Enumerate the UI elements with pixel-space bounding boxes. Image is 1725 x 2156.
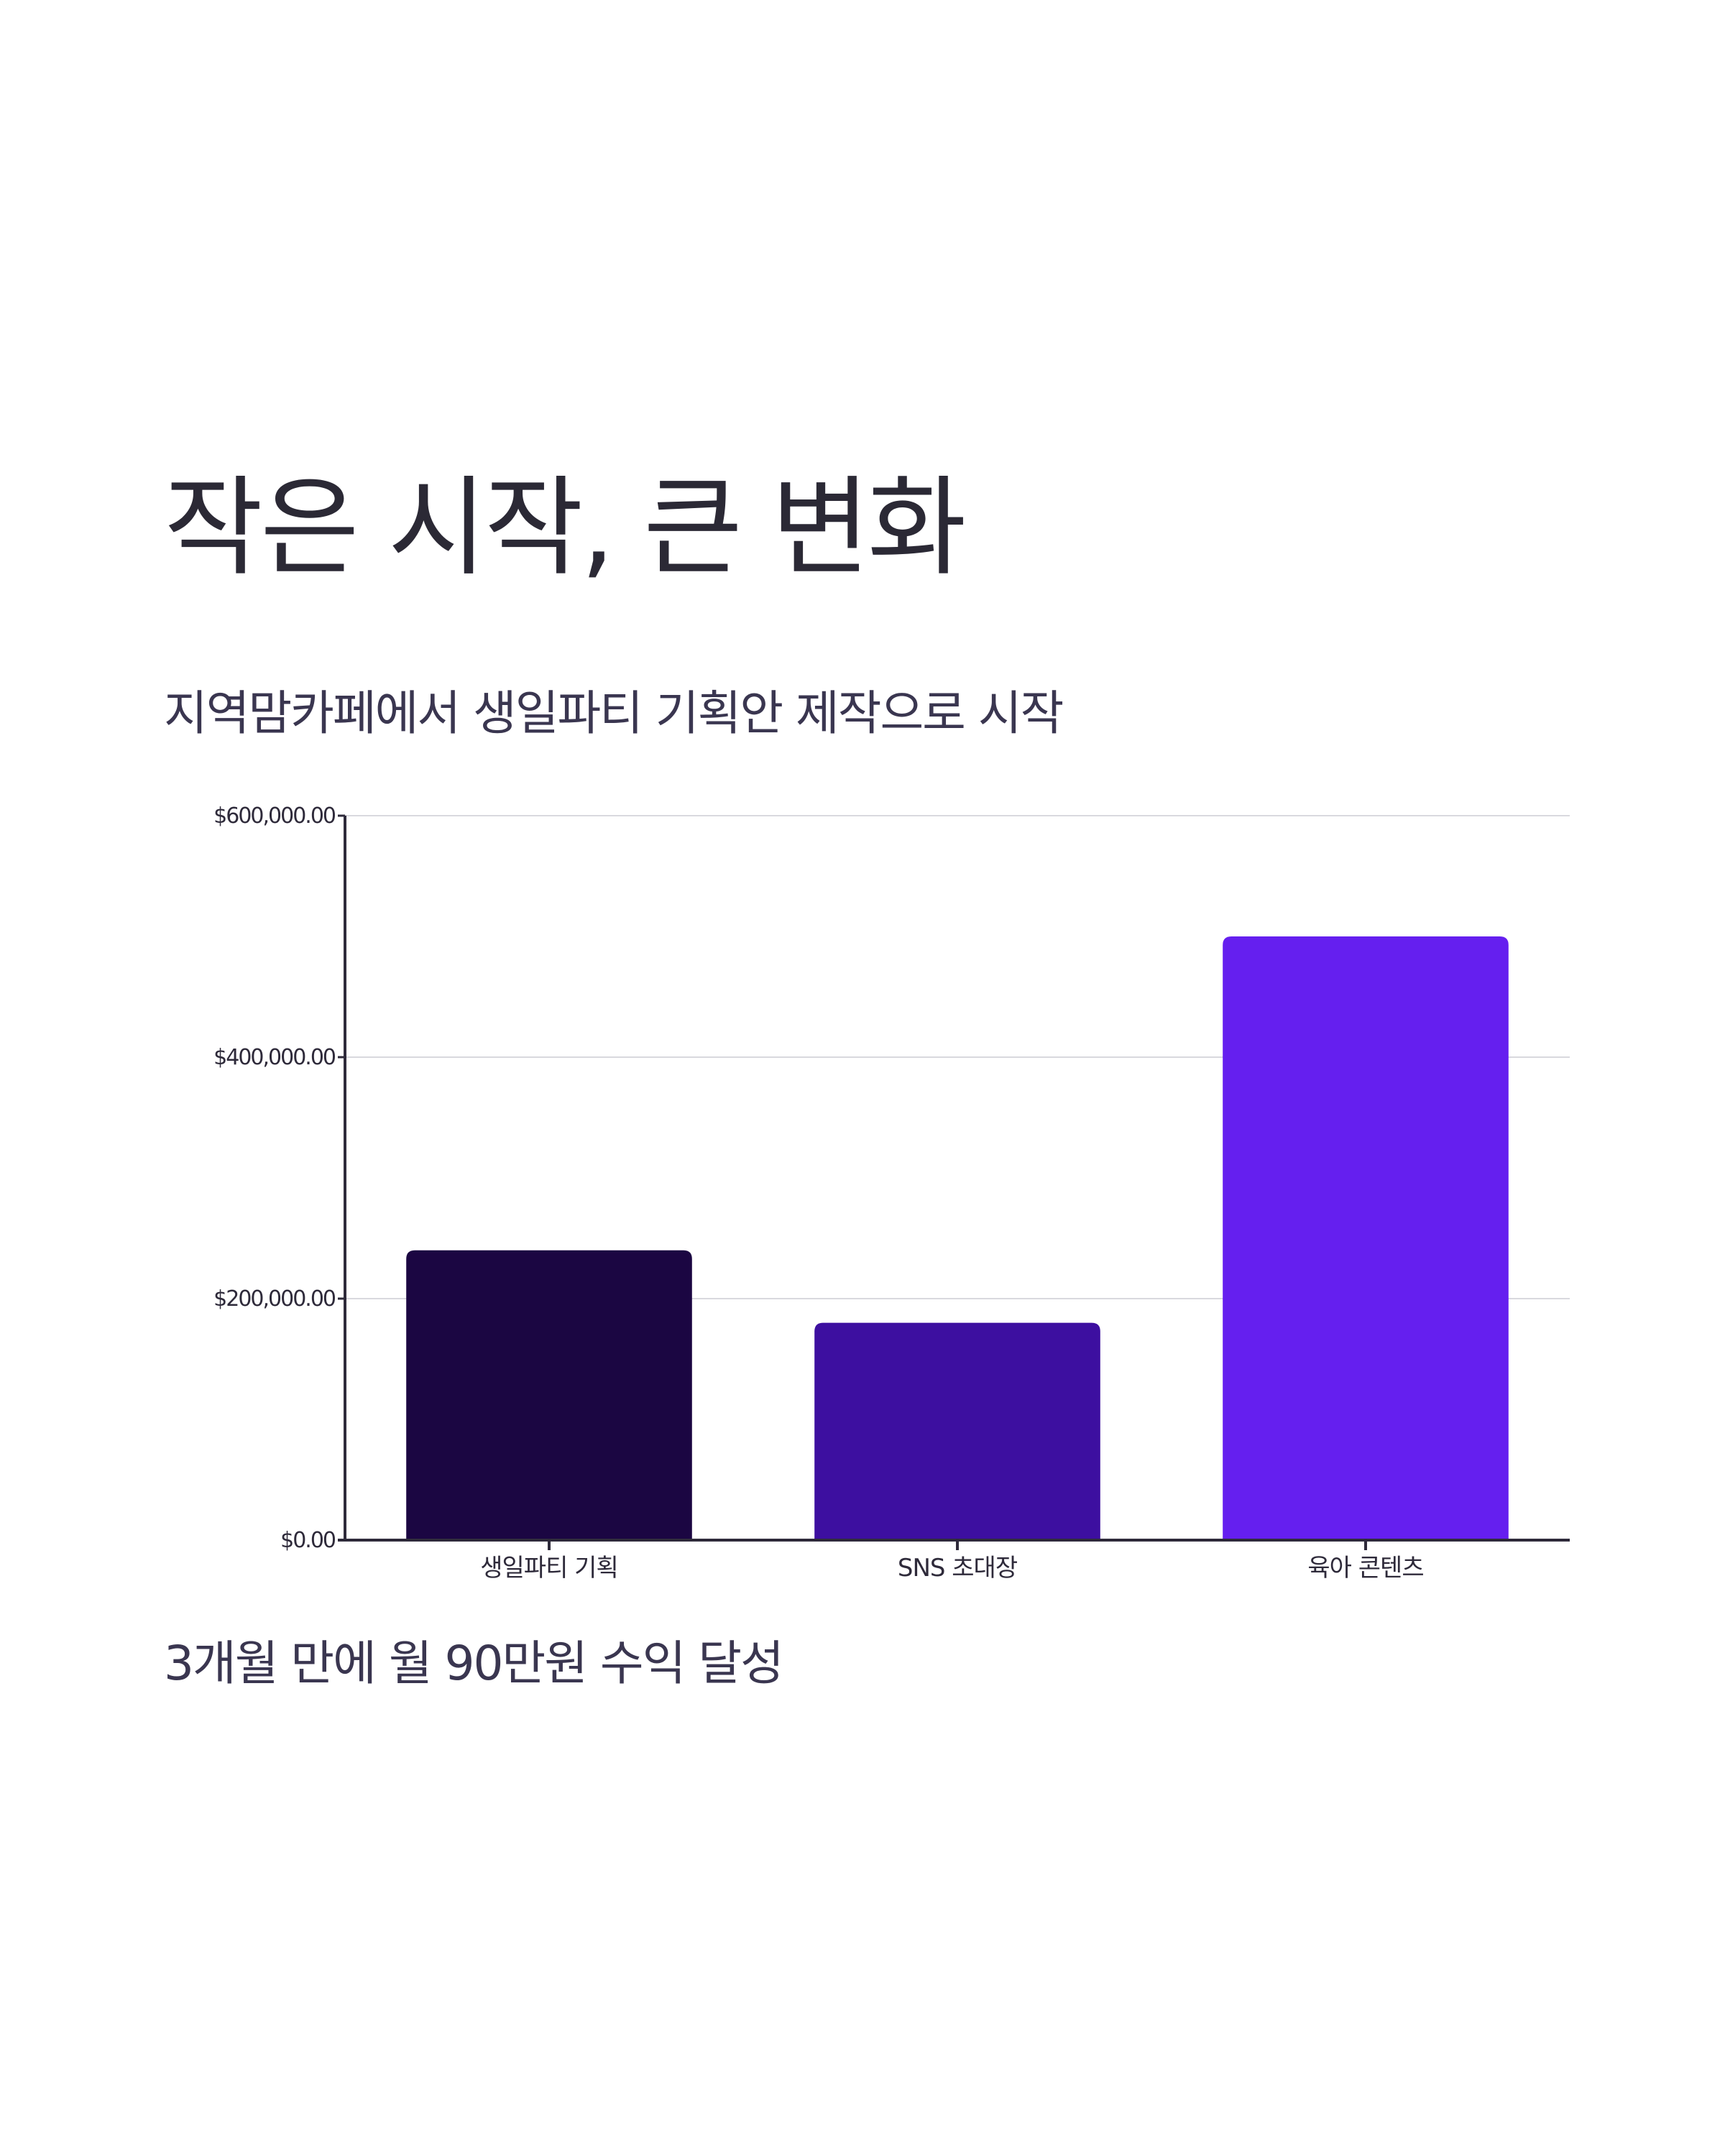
x-tick-label: SNS 초대장: [898, 1554, 1018, 1583]
y-tick-label: $600,000.00: [213, 803, 336, 829]
x-tick-label: 생일파티 기획: [480, 1554, 618, 1583]
x-tick-label: 육아 콘텐츠: [1307, 1554, 1423, 1583]
tick-labels: $0.00 $200,000.00 $400,000.00 $600,000.00 생일…: [213, 803, 1424, 1583]
y-tick-label: $200,000.00: [213, 1286, 336, 1312]
page-subtitle: 지역맘카페에서 생일파티 기획안 제작으로 시작: [164, 686, 1064, 741]
bars: [406, 936, 1509, 1540]
y-tick-label: $0.00: [280, 1528, 336, 1553]
axes: [338, 814, 1570, 1550]
bar: [406, 1250, 692, 1540]
page-title: 작은 시작, 큰 변화: [164, 466, 967, 591]
page-footnote: 3개월 만에 월 90만원 수익 달성: [164, 1636, 784, 1691]
bar: [1223, 936, 1509, 1540]
y-tick-label: $400,000.00: [213, 1045, 336, 1070]
bar: [814, 1322, 1100, 1540]
